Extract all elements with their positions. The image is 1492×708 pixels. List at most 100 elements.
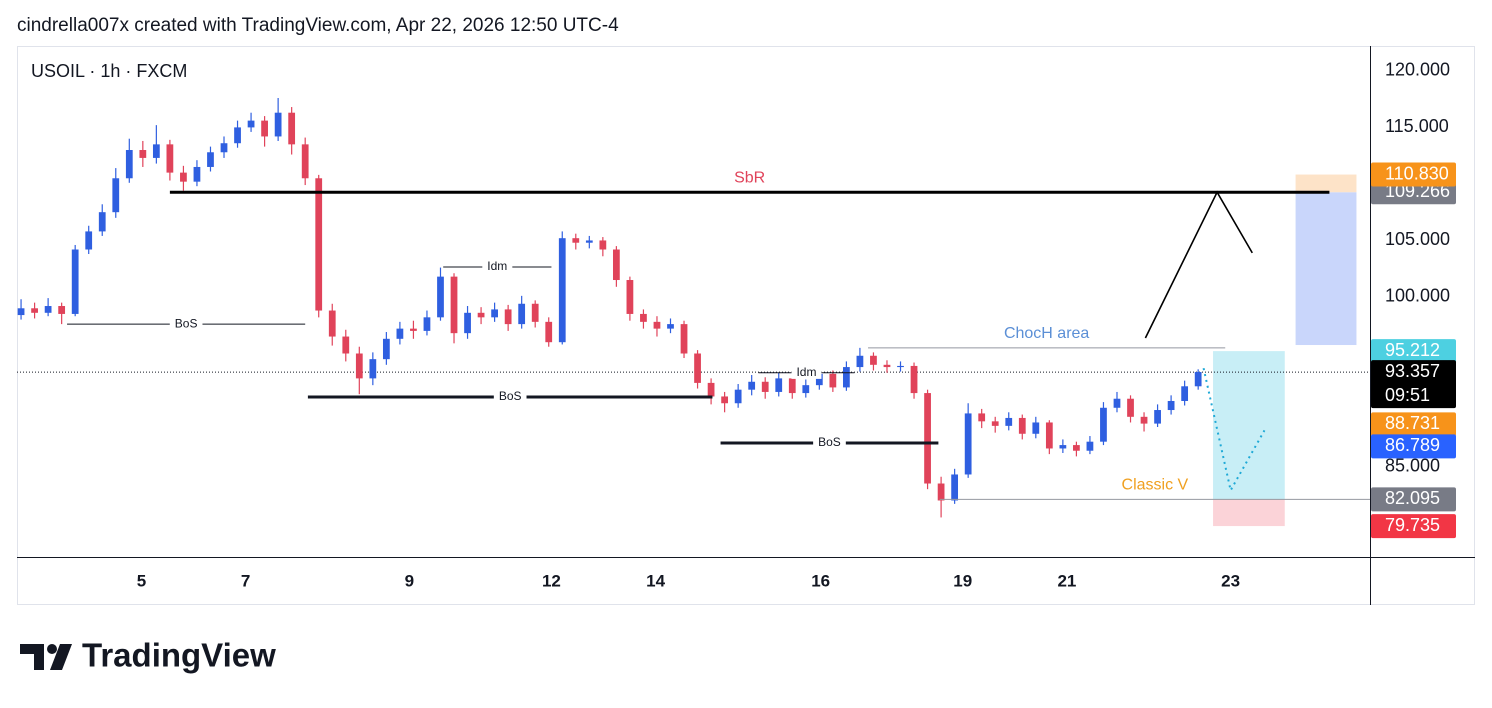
price-badge [1371,339,1456,364]
candle-body [450,276,458,334]
candle-body [531,303,539,322]
candle-body [585,240,593,243]
brand-logo [20,644,72,670]
candle-body [748,381,756,390]
candle-body [1167,400,1175,411]
candle-body [815,373,823,386]
candle-body [247,120,255,128]
candle-body [951,474,959,501]
candle-body [464,312,471,334]
chart-title: USOIL · 1h · FXCM [31,61,187,81]
x-tick-label: 12 [542,571,561,590]
candle-body [58,306,66,314]
candle-body [937,483,945,501]
candle-body [667,324,674,329]
candle-body [152,144,160,158]
x-tick-label: 5 [137,571,146,590]
candle-body [829,373,837,388]
candle-body [504,309,512,325]
position-zone [1295,174,1357,193]
candle-body [518,303,526,325]
candle-body [491,309,498,318]
candle-body [1005,417,1013,426]
candle-body [856,355,864,368]
candle-body [1113,398,1121,408]
position-zone [1295,192,1357,346]
price-badge-label: 110.830 [1385,163,1449,183]
candle-body [44,306,52,313]
x-tick-label: 16 [811,571,830,590]
label-background [493,389,527,404]
candle-body [1100,407,1107,442]
candle-body [17,308,25,316]
candle-body [870,355,877,365]
candle-body [924,393,931,484]
candle-body [1140,416,1148,424]
y-tick-label: 85.000 [1385,455,1440,475]
annotation-label: SbR [734,169,765,186]
position-zone [1213,499,1285,527]
candle-body [437,276,444,318]
annotation-label: BoS [499,389,522,403]
price-badge-label: 79.735 [1385,515,1440,535]
candle-body [342,336,350,354]
candle-body [288,112,296,145]
countdown-label: 09:51 [1385,385,1430,405]
price-badge-label: 82.095 [1385,488,1440,508]
price-badge [1371,412,1456,437]
y-tick-label: 120.000 [1385,60,1450,80]
x-tick-label: 14 [646,571,665,590]
candle-body [180,172,187,182]
price-badge [1371,487,1456,512]
candle-body [112,178,120,213]
y-tick-label: 105.000 [1385,229,1450,249]
x-tick-label: 23 [1221,571,1240,590]
candle-body [897,365,904,368]
annotation-label: BoS [175,316,198,330]
y-tick-label: 100.000 [1385,286,1450,306]
candle-body [558,238,566,343]
x-tick-label: 7 [241,571,250,590]
candle-body [234,127,241,144]
credit: cindrella007x created with TradingView.c… [17,15,619,36]
candle-body [1194,372,1202,387]
candle-body [410,328,417,331]
candle-body [707,382,715,397]
x-tick-label: 9 [405,571,414,590]
candle-body [98,212,106,232]
candle-body [207,152,214,167]
position-zone [1213,351,1285,500]
candle-body [1032,422,1040,434]
candle-body [761,381,769,392]
y-tick-label: 115.000 [1385,116,1449,136]
price-badge-label: 86.789 [1385,435,1440,455]
candle-body [274,112,282,137]
candle-body [680,324,688,354]
annotation-label: Idm [796,365,816,379]
candle-body [193,166,201,182]
annotation-label: ChocH area [1004,325,1089,342]
candle-body [1059,445,1067,449]
annotation-label: Idm [487,259,507,273]
candle-body [315,178,323,311]
price-badge [1371,434,1456,459]
candle-body [721,396,729,404]
price-badge [1371,162,1456,187]
candle-body [1086,441,1094,451]
candle-body [1045,422,1053,449]
candle-body [1181,386,1189,401]
candle-body [978,413,986,422]
label-background [482,259,513,274]
label-background [813,435,846,450]
label-background [169,316,203,331]
candle-body [653,321,661,329]
candle-body [1018,417,1026,434]
price-badge-label: 88.731 [1385,413,1440,433]
candle-body [396,328,404,339]
candle-body [71,249,79,314]
candle-body [788,378,796,394]
candle-body [545,321,553,343]
candle-body [964,413,972,475]
projection-path [1144,190,1253,339]
